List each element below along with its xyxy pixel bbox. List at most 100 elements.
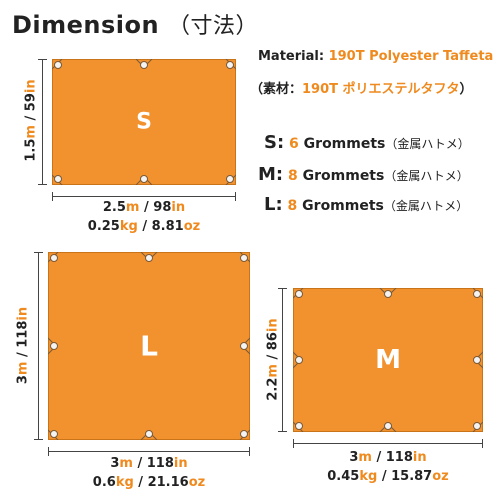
unit-oz: oz [432, 469, 449, 484]
grommets-l: L: 8 Grommets（金属ハトメ） [264, 194, 468, 215]
unit-oz: oz [188, 475, 206, 490]
unit-m: m [358, 450, 372, 465]
material-jp: （素材：190T ポリエステルタフタ） [250, 78, 473, 97]
l-width-tick-left [48, 447, 49, 456]
grommet [473, 422, 481, 430]
grommets-m-count: 8 [288, 168, 298, 184]
s-height-tick-top [38, 59, 47, 60]
unit-in: in [265, 318, 281, 333]
l-width-line [48, 451, 250, 452]
tarp-s-corners [52, 59, 236, 185]
grommet [226, 175, 234, 183]
tarp-l-corners [48, 252, 250, 440]
unit-slash: / [265, 350, 281, 365]
m-width-line [293, 443, 483, 444]
unit-in: in [23, 79, 39, 94]
m-height-m: 2.2 [265, 377, 281, 401]
unit-m: m [265, 364, 281, 378]
grommet [473, 290, 481, 298]
l-width-label: 3m / 118in [48, 456, 250, 471]
s-weight-oz: 8.81 [151, 219, 184, 234]
unit-slash: / [15, 347, 31, 362]
m-height-label: 2.2m / 86in [266, 305, 281, 415]
unit-slash: / [133, 475, 148, 490]
unit-m: m [23, 125, 39, 139]
m-weight-label: 0.45kg / 15.87oz [293, 469, 483, 484]
l-height-label: 3m / 118in [16, 291, 31, 401]
m-height-in: 86 [265, 332, 281, 351]
m-width-tick-left [293, 439, 294, 448]
unit-kg: kg [359, 469, 378, 484]
unit-oz: oz [183, 219, 201, 234]
unit-in: in [15, 306, 31, 321]
unit-slash: / [377, 469, 392, 484]
unit-in: in [173, 456, 188, 471]
grommet [140, 61, 148, 69]
s-weight-label: 0.25kg / 8.81oz [52, 219, 236, 234]
m-height-tick-bottom [278, 431, 287, 432]
m-width-m: 3 [349, 450, 359, 465]
m-height-tick-top [278, 288, 287, 289]
s-height-tick-bottom [38, 184, 47, 185]
m-width-label: 3m / 118in [293, 450, 483, 465]
material-en: Material: 190T Polyester Taffeta [258, 49, 493, 64]
material-jp-close: ） [459, 82, 473, 97]
tarp-l-letter: L [140, 329, 158, 363]
grommet [384, 422, 392, 430]
grommet [226, 61, 234, 69]
grommet [240, 342, 248, 350]
unit-slash: / [139, 200, 154, 215]
unit-kg: kg [115, 475, 134, 490]
m-weight-oz: 15.87 [391, 469, 433, 484]
l-weight-label: 0.6kg / 21.16oz [48, 475, 250, 490]
l-height-tick-bottom [34, 439, 43, 440]
grommet [240, 430, 248, 438]
l-height-m: 3 [15, 375, 31, 385]
l-width-m: 3 [110, 456, 120, 471]
grommet [240, 254, 248, 262]
unit-slash: / [23, 111, 39, 126]
l-weight-oz: 21.16 [147, 475, 189, 490]
grommets-s-label: Grommets [303, 136, 386, 152]
s-height-in: 59 [23, 93, 39, 112]
tarp-m-letter: M [375, 345, 401, 375]
title-sub: （寸法） [167, 14, 258, 39]
tarp-s: S [52, 59, 236, 185]
grommets-l-count: 8 [287, 198, 298, 214]
grommets-l-label: Grommets [302, 198, 384, 214]
grommet [145, 254, 153, 262]
grommets-s: S: 6 Grommets（金属ハトメ） [264, 132, 470, 153]
tarp-m-corners [293, 288, 483, 432]
grommets-m: M: 8 Grommets（金属ハトメ） [258, 164, 469, 185]
grommets-m-size: M: [258, 164, 284, 185]
s-width-line [52, 196, 236, 197]
l-width-tick-right [249, 447, 250, 456]
s-height-label: 1.5m / 59in [24, 66, 39, 176]
grommets-m-label: Grommets [302, 168, 385, 184]
material-value: 190T Polyester Taffeta [328, 49, 494, 64]
grommets-l-jp: （金属ハトメ） [383, 199, 469, 213]
s-height-line [42, 59, 43, 185]
m-width-tick-right [482, 439, 483, 448]
m-weight-kg: 0.45 [327, 469, 360, 484]
s-width-tick-left [52, 192, 53, 201]
material-jp-value: 190T ポリエステルタフタ [302, 82, 460, 97]
s-weight-kg: 0.25 [87, 219, 120, 234]
unit-m: m [125, 200, 140, 215]
unit-in: in [171, 200, 186, 215]
l-weight-kg: 0.6 [92, 475, 116, 490]
page-title: Dimension （寸法） [12, 8, 258, 40]
grommet [54, 175, 62, 183]
unit-m: m [15, 361, 31, 376]
grommet [50, 254, 58, 262]
material-label: Material: [258, 49, 325, 64]
grommet [295, 422, 303, 430]
grommets-m-jp: （金属ハトメ） [384, 169, 469, 183]
tarp-m: M [293, 288, 483, 432]
grommet [473, 356, 481, 364]
grommets-s-size: S: [264, 132, 285, 153]
s-height-m: 1.5 [23, 138, 39, 162]
material-jp-label: （素材： [250, 82, 303, 97]
grommet [50, 342, 58, 350]
grommets-l-size: L: [264, 194, 283, 215]
